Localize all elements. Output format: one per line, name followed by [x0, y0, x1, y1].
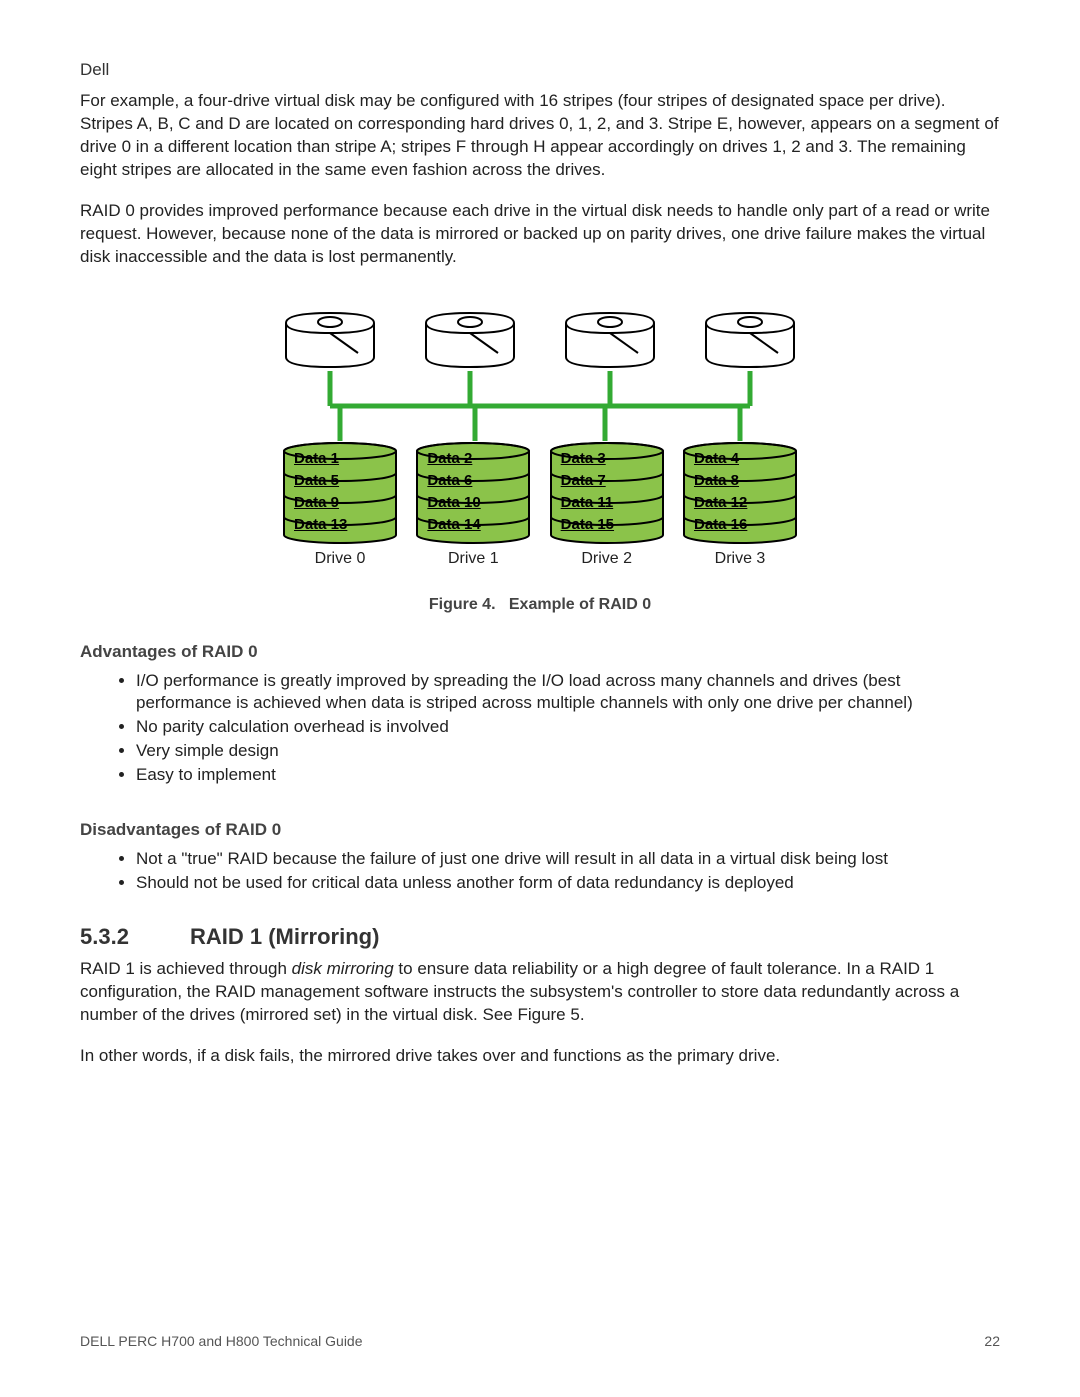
page: Dell For example, a four-drive virtual d…	[0, 0, 1080, 1397]
page-footer: DELL PERC H700 and H800 Technical Guide …	[80, 1333, 1000, 1349]
hdd-icon	[560, 309, 660, 371]
stripe-label: Data 13	[294, 514, 347, 536]
drive-column-2: Data 3 Data 7 Data 11 Data 15 Drive 2	[547, 441, 667, 568]
stripe-labels: Data 4 Data 8 Data 12 Data 16	[694, 448, 747, 536]
figure-number: Figure 4.	[429, 596, 496, 613]
list-item: Should not be used for critical data unl…	[136, 872, 1000, 894]
drive-column-1: Data 2 Data 6 Data 10 Data 14 Drive 1	[413, 441, 533, 568]
stripe-label: Data 14	[427, 514, 480, 536]
stripe-labels: Data 3 Data 7 Data 11 Data 15	[561, 448, 614, 536]
stripe-label: Data 9	[294, 492, 347, 514]
advantages-list: I/O performance is greatly improved by s…	[80, 670, 1000, 788]
stripe-label: Data 8	[694, 470, 747, 492]
paragraph-3: RAID 1 is achieved through disk mirrorin…	[80, 958, 1000, 1027]
disadvantages-list: Not a "true" RAID because the failure of…	[80, 848, 1000, 896]
hdd-icon	[420, 309, 520, 371]
stripe-label: Data 2	[427, 448, 480, 470]
paragraph-1: For example, a four-drive virtual disk m…	[80, 90, 1000, 182]
stripe-label: Data 7	[561, 470, 614, 492]
text: RAID 1 is achieved through	[80, 959, 292, 978]
paragraph-4: In other words, if a disk fails, the mir…	[80, 1045, 1000, 1068]
cylinder-icon: Data 2 Data 6 Data 10 Data 14	[413, 441, 533, 546]
figure-inner: Data 1 Data 5 Data 9 Data 13 Drive 0	[280, 309, 800, 568]
stripe-label: Data 4	[694, 448, 747, 470]
figure-caption: Figure 4. Example of RAID 0	[429, 596, 651, 614]
stripe-label: Data 6	[427, 470, 480, 492]
section-title: RAID 1 (Mirroring)	[190, 924, 379, 949]
section-heading: 5.3.2RAID 1 (Mirroring)	[80, 924, 1000, 950]
stripe-labels: Data 1 Data 5 Data 9 Data 13	[294, 448, 347, 536]
drive-column-3: Data 4 Data 8 Data 12 Data 16 Drive 3	[680, 441, 800, 568]
stripe-label: Data 16	[694, 514, 747, 536]
stripe-label: Data 3	[561, 448, 614, 470]
hdd-icon	[280, 309, 380, 371]
cylinder-icon: Data 4 Data 8 Data 12 Data 16	[680, 441, 800, 546]
cylinder-icon: Data 1 Data 5 Data 9 Data 13	[280, 441, 400, 546]
drive-column-0: Data 1 Data 5 Data 9 Data 13 Drive 0	[280, 441, 400, 568]
list-item: Easy to implement	[136, 764, 1000, 786]
figure-title: Example of RAID 0	[509, 596, 651, 613]
hdd-row	[280, 309, 800, 371]
bus-line	[280, 371, 800, 441]
list-item: I/O performance is greatly improved by s…	[136, 670, 1000, 714]
stripe-labels: Data 2 Data 6 Data 10 Data 14	[427, 448, 480, 536]
list-item: No parity calculation overhead is involv…	[136, 716, 1000, 738]
stripe-label: Data 15	[561, 514, 614, 536]
cylinder-row: Data 1 Data 5 Data 9 Data 13 Drive 0	[280, 441, 800, 568]
drive-label: Drive 0	[315, 550, 366, 568]
drive-label: Drive 2	[581, 550, 632, 568]
list-item: Very simple design	[136, 740, 1000, 762]
stripe-label: Data 1	[294, 448, 347, 470]
stripe-label: Data 11	[561, 492, 614, 514]
advantages-heading: Advantages of RAID 0	[80, 642, 1000, 662]
footer-title: DELL PERC H700 and H800 Technical Guide	[80, 1333, 363, 1349]
stripe-label: Data 12	[694, 492, 747, 514]
list-item: Not a "true" RAID because the failure of…	[136, 848, 1000, 870]
paragraph-2: RAID 0 provides improved performance bec…	[80, 200, 1000, 269]
cylinder-icon: Data 3 Data 7 Data 11 Data 15	[547, 441, 667, 546]
disadvantages-heading: Disadvantages of RAID 0	[80, 820, 1000, 840]
emphasis: disk mirroring	[292, 959, 394, 978]
drive-label: Drive 3	[715, 550, 766, 568]
drive-label: Drive 1	[448, 550, 499, 568]
page-number: 22	[984, 1333, 1000, 1349]
section-number: 5.3.2	[80, 924, 190, 950]
stripe-label: Data 5	[294, 470, 347, 492]
figure-raid0: Data 1 Data 5 Data 9 Data 13 Drive 0	[80, 309, 1000, 614]
page-header: Dell	[80, 60, 1000, 80]
hdd-icon	[700, 309, 800, 371]
stripe-label: Data 10	[427, 492, 480, 514]
